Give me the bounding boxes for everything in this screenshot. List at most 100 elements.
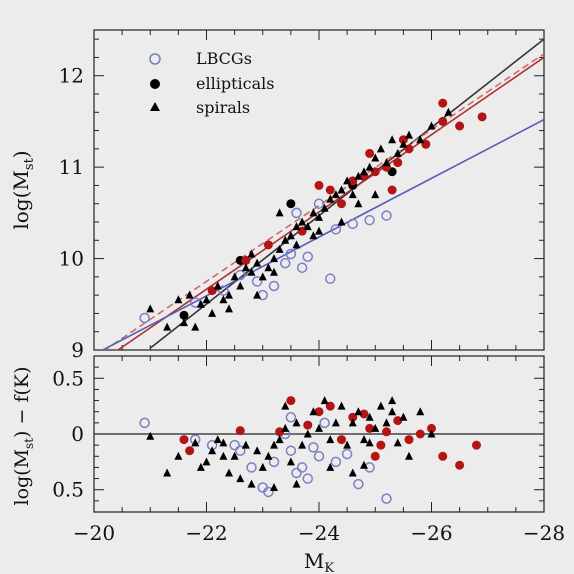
x-tick-labels: −20 −22 −24 −26 −28 [73, 521, 565, 545]
x-axis-label: MK [304, 549, 334, 574]
top-point-open-circle [347, 218, 358, 230]
top-point-filled-triangle [315, 212, 323, 221]
bottom-points [139, 396, 481, 504]
top-point-filled-triangle [219, 295, 228, 304]
top-point-filled-triangle [382, 158, 391, 167]
fit-line-0 [149, 38, 544, 349]
bottom-point-filled-triangle [427, 429, 436, 438]
legend-label-lbcgs: LBCGs [196, 49, 252, 68]
bottom-point-filled-triangle [382, 418, 391, 427]
bottom-point-filled-circle [427, 423, 436, 433]
bottom-point-filled-triangle [208, 446, 217, 455]
bottom-point-filled-circle [404, 435, 414, 445]
top-point-filled-triangle [405, 130, 413, 139]
bottom-y-axis-label-base: log(M [11, 449, 33, 506]
bottom-point-filled-triangle [196, 462, 205, 471]
bottom-y-axis-label-sub: st [22, 438, 36, 449]
bottom-point-open-circle [139, 417, 150, 429]
top-point-filled-triangle [191, 322, 200, 331]
bottom-point-filled-circle [376, 440, 386, 450]
top-point-filled-circle [286, 199, 296, 209]
x-tick-label: −24 [298, 521, 340, 545]
bottom-point-filled-triangle [326, 435, 335, 444]
bottom-point-open-circle [313, 451, 325, 462]
bottom-y-axis-label: log(Mst) − f(K) [11, 367, 36, 506]
top-point-filled-circle [393, 158, 403, 168]
bottom-point-filled-triangle [174, 451, 183, 460]
top-point-filled-triangle [309, 208, 318, 217]
bottom-point-filled-triangle [365, 438, 374, 447]
bottom-point-filled-circle [438, 451, 448, 461]
top-point-filled-triangle [275, 244, 284, 253]
top-point-filled-triangle [202, 295, 211, 304]
legend: LBCGs ellipticals spirals [149, 49, 274, 117]
bottom-point-filled-circle [337, 435, 346, 445]
top-point-filled-circle [438, 116, 448, 126]
top-point-filled-circle [314, 180, 324, 190]
bottom-y-tick-label: 0 [71, 422, 84, 446]
bottom-point-filled-triangle [320, 396, 329, 405]
top-point-filled-triangle [146, 304, 155, 313]
bottom-point-filled-triangle [337, 401, 346, 410]
top-point-filled-triangle [354, 171, 363, 180]
top-point-filled-triangle [337, 217, 346, 226]
top-y-tick-label: 11 [59, 155, 84, 179]
bottom-point-filled-triangle [388, 396, 397, 405]
top-point-filled-circle [325, 185, 335, 195]
top-point-open-circle [139, 312, 150, 324]
bottom-point-open-circle [302, 473, 313, 484]
top-point-filled-triangle [258, 272, 267, 281]
top-point-filled-circle [179, 310, 189, 320]
bottom-point-filled-triangle [343, 440, 352, 449]
bottom-point-filled-triangle [286, 457, 295, 466]
top-y-tick-label: 12 [59, 64, 84, 88]
bottom-point-open-circle [285, 412, 297, 423]
x-tick-label: −22 [185, 521, 227, 545]
top-point-open-circle [325, 273, 336, 284]
top-point-filled-circle [365, 148, 375, 158]
bottom-point-filled-triangle [298, 440, 307, 449]
bottom-panel: 0.5 0 0.5 log(Mst) − f(K) [11, 355, 545, 513]
top-point-open-circle [280, 257, 291, 269]
top-point-filled-circle [337, 199, 346, 209]
bottom-point-filled-circle [472, 440, 481, 450]
top-y-tick-labels: 9 10 11 12 [59, 64, 84, 362]
top-point-filled-triangle [337, 185, 346, 194]
bottom-point-open-circle [229, 439, 240, 451]
bottom-point-open-circle [291, 467, 302, 479]
bottom-point-open-circle [353, 478, 364, 490]
bottom-point-filled-triangle [388, 407, 397, 416]
top-point-filled-triangle [315, 226, 323, 235]
bottom-point-filled-triangle [292, 418, 301, 427]
top-point-filled-triangle [270, 254, 278, 263]
top-point-filled-triangle [270, 267, 278, 276]
bottom-point-filled-triangle [292, 479, 301, 488]
top-point-filled-triangle [264, 263, 273, 272]
top-point-filled-triangle [331, 190, 340, 199]
bottom-point-filled-triangle [225, 468, 233, 477]
top-point-filled-triangle [348, 190, 357, 199]
bottom-y-tick-label: 0.5 [52, 366, 84, 390]
top-point-filled-triangle [281, 235, 290, 244]
bottom-y-tick-label: 0.5 [52, 478, 84, 502]
bottom-point-filled-circle [303, 420, 313, 430]
top-point-filled-circle [455, 121, 465, 131]
bottom-point-filled-triangle [405, 451, 413, 460]
bottom-point-open-circle [381, 493, 392, 504]
top-y-tick-label: 10 [59, 247, 84, 271]
legend-marker-spirals [150, 102, 160, 111]
bottom-point-filled-triangle [416, 407, 425, 416]
bottom-point-filled-circle [286, 396, 296, 406]
top-point-filled-triangle [376, 144, 385, 153]
bottom-y-tick-labels: 0.5 0 0.5 [52, 366, 84, 501]
bottom-point-open-circle [319, 417, 330, 429]
top-y-tick-label: 9 [71, 338, 84, 362]
top-point-filled-triangle [393, 148, 402, 157]
bottom-point-filled-triangle [247, 479, 256, 488]
top-y-axis-label-sub: st [22, 157, 37, 170]
top-point-filled-circle [387, 185, 397, 195]
legend-marker-lbcgs [149, 53, 161, 65]
bottom-point-filled-circle [179, 435, 189, 445]
top-point-filled-triangle [180, 318, 188, 327]
top-points [139, 98, 487, 331]
